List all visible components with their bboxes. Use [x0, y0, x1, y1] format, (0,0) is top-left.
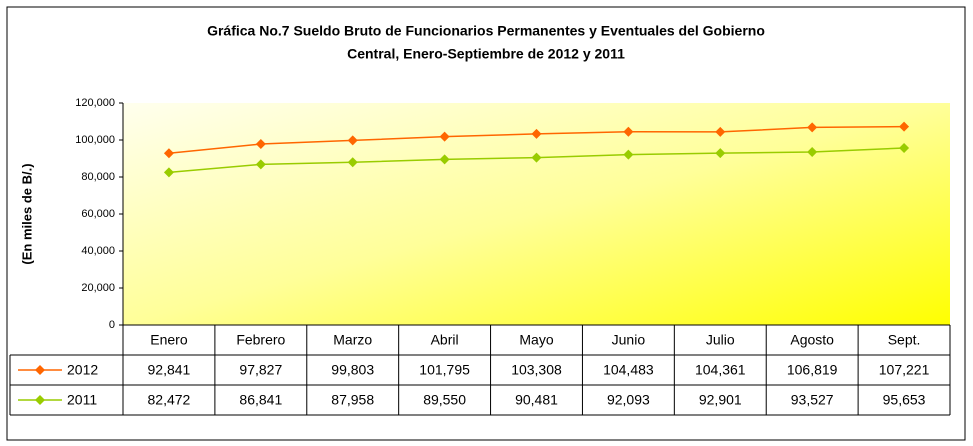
y-tick-label: 0: [109, 319, 115, 331]
data-point: [255, 139, 266, 150]
data-point: [807, 122, 818, 133]
y-tick-label: 20,000: [81, 282, 115, 294]
y-tick-label: 80,000: [81, 171, 115, 183]
legend-label: 2011: [67, 392, 97, 408]
table-value: 93,527: [791, 392, 834, 408]
table-value: 104,361: [695, 362, 746, 378]
table-value: 92,901: [699, 392, 742, 408]
x-tick-label: Marzo: [333, 332, 372, 348]
data-point: [347, 135, 358, 146]
chart-title: Gráfica No.7 Sueldo Bruto de Funcionario…: [207, 23, 765, 39]
data-point: [439, 154, 450, 165]
x-tick-label: Febrero: [236, 332, 285, 348]
data-point: [163, 148, 174, 159]
data-point: [899, 143, 910, 154]
data-point: [623, 126, 634, 137]
x-tick-label: Enero: [150, 332, 188, 348]
data-point: [531, 128, 542, 139]
legend-label: 2012: [67, 362, 98, 378]
x-tick-label: Mayo: [519, 332, 553, 348]
data-point: [163, 167, 174, 178]
data-point: [715, 126, 726, 137]
y-tick-label: 100,000: [75, 134, 115, 146]
legend-marker: [35, 395, 45, 405]
data-point: [347, 157, 358, 168]
data-point: [255, 159, 266, 170]
x-tick-label: Sept.: [888, 332, 921, 348]
data-point: [439, 131, 450, 142]
table-value: 92,093: [607, 392, 650, 408]
y-tick-label: 40,000: [81, 245, 115, 257]
table-value: 95,653: [883, 392, 926, 408]
x-tick-label: Agosto: [790, 332, 834, 348]
chart-title: Central, Enero-Septiembre de 2012 y 2011: [347, 46, 625, 62]
x-tick-label: Junio: [612, 332, 646, 348]
x-tick-label: Abril: [431, 332, 459, 348]
y-axis-label: (En miles de B/.): [19, 163, 34, 264]
table-value: 89,550: [423, 392, 466, 408]
table-value: 106,819: [787, 362, 838, 378]
data-point: [623, 149, 634, 160]
x-tick-label: Julio: [706, 332, 735, 348]
table-value: 87,958: [331, 392, 374, 408]
y-tick-label: 120,000: [75, 97, 115, 109]
table-value: 99,803: [331, 362, 374, 378]
data-point: [531, 152, 542, 163]
table-value: 107,221: [879, 362, 930, 378]
table-value: 103,308: [511, 362, 562, 378]
table-value: 92,841: [148, 362, 191, 378]
table-value: 86,841: [239, 392, 282, 408]
table-value: 90,481: [515, 392, 558, 408]
legend-marker: [35, 365, 45, 375]
table-value: 104,483: [603, 362, 654, 378]
table-value: 82,472: [148, 392, 191, 408]
data-point: [807, 146, 818, 157]
data-point: [899, 121, 910, 132]
table-value: 101,795: [419, 362, 470, 378]
table-value: 97,827: [239, 362, 282, 378]
y-tick-label: 60,000: [81, 208, 115, 220]
data-point: [715, 148, 726, 159]
